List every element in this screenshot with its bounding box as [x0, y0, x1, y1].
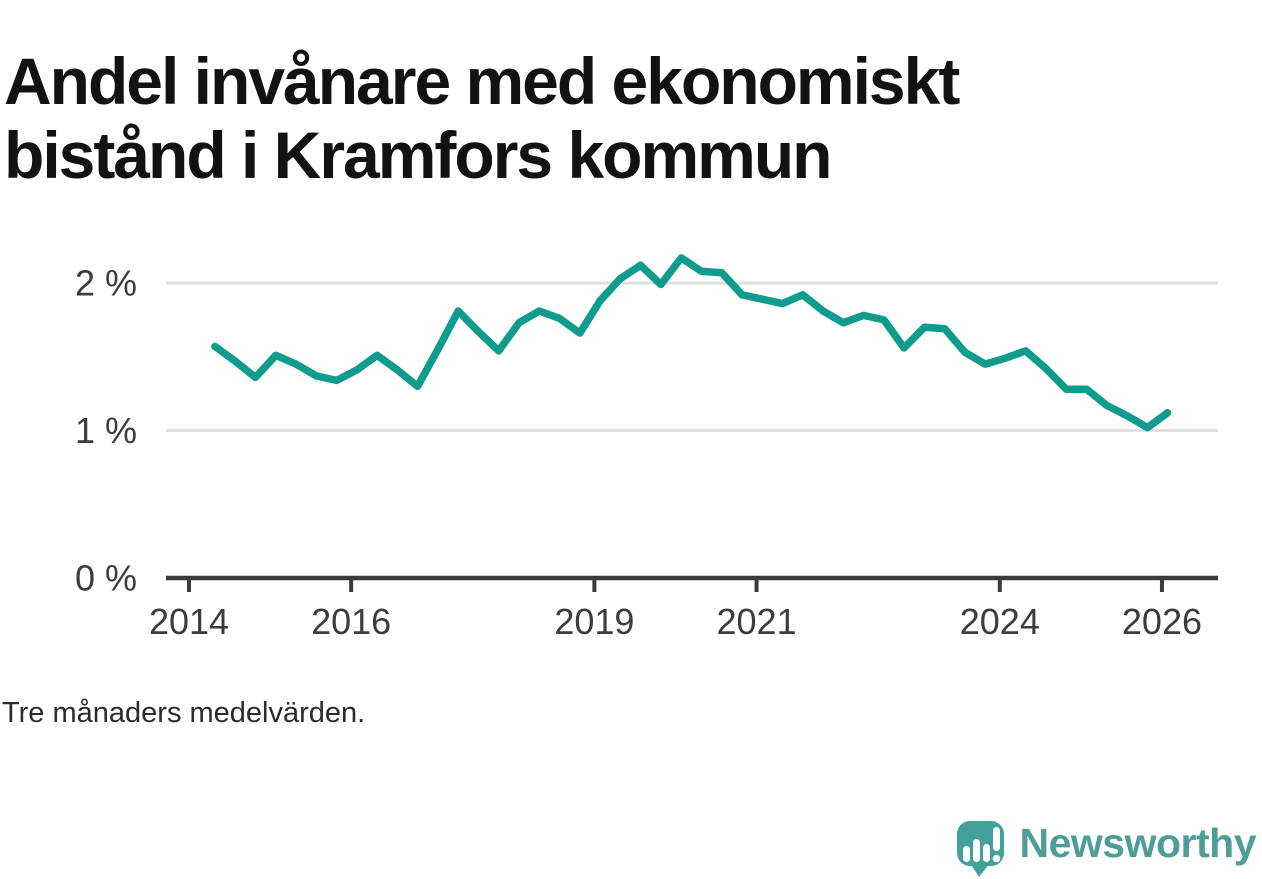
- newsworthy-logo-text: Newsworthy: [1019, 819, 1257, 866]
- newsworthy-branding: Newsworthy: [949, 808, 1257, 878]
- x-axis: [166, 575, 1218, 592]
- chart-title: Andel invånare med ekonomiskt bistånd i …: [4, 44, 960, 193]
- gridlines: [166, 281, 1218, 432]
- y-tick-label: 1 %: [75, 410, 137, 451]
- x-tick-label: 2026: [1122, 601, 1202, 642]
- y-tick-label: 0 %: [75, 558, 137, 599]
- x-tick-label: 2024: [960, 601, 1040, 642]
- y-tick-label: 2 %: [75, 263, 137, 304]
- x-tick-label: 2019: [554, 601, 634, 642]
- line-series: [211, 254, 1172, 432]
- axis-tick-labels: 0 % 1 % 2 % 2014 2016 2019 2021 2024 2026: [75, 263, 1202, 643]
- x-tick-label: 2016: [311, 601, 391, 642]
- newsworthy-logo-icon: [956, 821, 1004, 877]
- x-tick-label: 2014: [149, 601, 229, 642]
- x-tick-label: 2021: [717, 601, 797, 642]
- chart-note: Tre månaders medelvärden.: [2, 697, 366, 729]
- data-line: [211, 254, 1172, 432]
